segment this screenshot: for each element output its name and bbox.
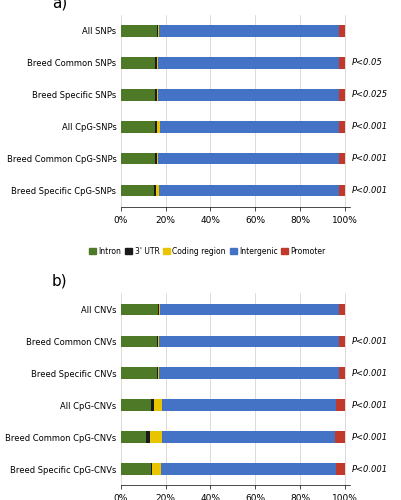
Bar (154, 186, 156, 196)
Bar (160, 304, 338, 314)
Bar (120, 304, 157, 314)
Text: P<0.001: P<0.001 (351, 122, 387, 132)
Bar (120, 26, 156, 36)
Text: P<0.001: P<0.001 (351, 186, 387, 196)
Bar (158, 368, 338, 378)
Bar (338, 122, 344, 132)
Bar (157, 154, 338, 164)
Bar (156, 368, 157, 378)
Bar (120, 400, 150, 410)
Bar (338, 90, 344, 101)
Bar (150, 400, 154, 410)
Bar (161, 464, 335, 474)
Bar (159, 26, 338, 36)
Bar (120, 58, 155, 68)
Text: P<0.001: P<0.001 (351, 464, 387, 473)
Bar (120, 90, 155, 101)
Bar (120, 432, 146, 442)
Bar (155, 122, 156, 132)
Bar (338, 304, 344, 314)
Bar (162, 432, 334, 442)
Bar (120, 368, 156, 378)
Bar (155, 90, 157, 101)
Bar (338, 368, 344, 378)
Bar (158, 304, 160, 314)
Legend: Intron, 3' UTR, Coding region, Intergenic, Promoter: Intron, 3' UTR, Coding region, Intergeni… (88, 245, 326, 257)
Bar (162, 400, 335, 410)
Bar (156, 26, 158, 36)
Bar (159, 186, 338, 196)
Bar (158, 58, 338, 68)
Bar (158, 90, 338, 101)
Text: P<0.001: P<0.001 (351, 432, 387, 442)
Bar (156, 122, 160, 132)
Bar (338, 336, 344, 346)
Bar (338, 154, 344, 164)
Bar (156, 186, 159, 196)
Bar (155, 154, 156, 164)
Bar (156, 336, 157, 346)
Bar (154, 400, 162, 410)
Bar (150, 432, 162, 442)
Bar (150, 464, 152, 474)
Text: P<0.001: P<0.001 (351, 154, 387, 164)
Text: P<0.001: P<0.001 (351, 368, 387, 378)
Bar (157, 90, 158, 101)
Bar (120, 154, 155, 164)
Bar (338, 26, 344, 36)
Bar (156, 154, 157, 164)
Bar (334, 432, 344, 442)
Text: P<0.001: P<0.001 (351, 336, 387, 345)
Bar (335, 464, 344, 474)
Bar (338, 58, 344, 68)
Bar (338, 186, 344, 196)
Text: P<0.025: P<0.025 (351, 90, 387, 100)
Bar (158, 26, 159, 36)
Bar (120, 122, 155, 132)
Bar (120, 336, 156, 346)
Bar (157, 58, 158, 68)
Bar (146, 432, 150, 442)
Bar (152, 464, 161, 474)
Bar (160, 122, 338, 132)
Bar (120, 186, 154, 196)
Bar (157, 368, 158, 378)
Bar (335, 400, 344, 410)
Text: b): b) (52, 274, 67, 289)
Bar (157, 336, 158, 346)
Text: a): a) (52, 0, 67, 11)
Bar (157, 304, 158, 314)
Bar (120, 464, 150, 474)
Bar (158, 336, 338, 346)
Text: P<0.001: P<0.001 (351, 400, 387, 409)
Bar (155, 58, 157, 68)
Text: P<0.05: P<0.05 (351, 58, 382, 68)
